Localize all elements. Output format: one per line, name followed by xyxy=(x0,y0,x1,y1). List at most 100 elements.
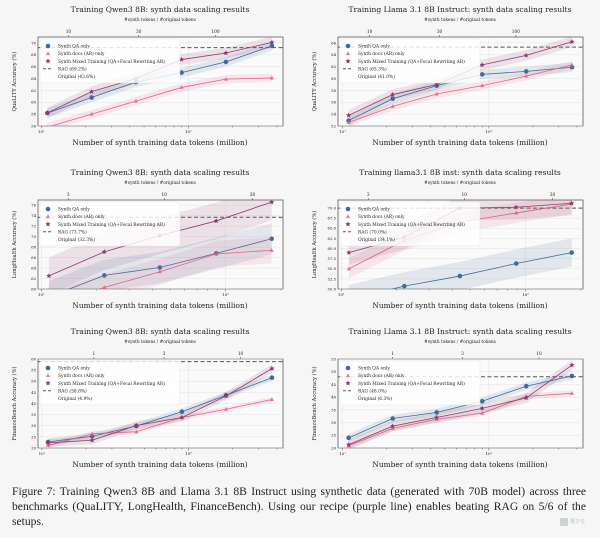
data-point-mixed xyxy=(390,423,396,429)
plot-content xyxy=(338,360,583,448)
top-tick-label: 10 xyxy=(367,30,373,35)
data-point-mixed xyxy=(179,414,185,420)
legend-label-docs: Synth docs (AR) only xyxy=(58,52,105,57)
legend-label-qa: Synth QA only xyxy=(58,208,90,213)
legend-label-mixed: Synth Mixed Training (QA+Focal Rewriting… xyxy=(58,223,165,228)
y-tick-label: 56 xyxy=(331,100,336,105)
y-tick-label: 35 xyxy=(31,412,36,417)
data-point-qa xyxy=(434,410,440,415)
legend-label-mixed: Synth Mixed Training (QA+Focal Rewriting… xyxy=(358,382,465,387)
legend-label-rag: RAG (58.8%) xyxy=(58,389,87,394)
legend-marker-qa xyxy=(345,365,351,371)
legend-marker-docs xyxy=(345,214,351,219)
top-tick-label: 3 xyxy=(367,193,370,198)
data-point-docs xyxy=(223,76,229,81)
legend-label-original: Original (43.6%) xyxy=(58,75,95,80)
top-axis-label: #synth tokens / #original tokens xyxy=(124,340,196,345)
data-point-mixed xyxy=(269,39,275,45)
legend: Synth QA only Synth docs (AR) only Synth M… xyxy=(339,38,481,84)
data-point-mixed xyxy=(89,437,95,443)
chart-title: Training Qwen3 8B: synth data scaling re… xyxy=(71,168,250,177)
y-tick-label: 68 xyxy=(31,52,36,57)
data-point-qa xyxy=(179,409,185,415)
legend-label-docs: Synth docs (AR) only xyxy=(58,215,105,220)
y-axis-label: FinanceBench Accuracy (%) xyxy=(11,366,18,440)
chart-qwen-quality: Training Qwen3 8B: synth data scaling re… xyxy=(0,0,300,160)
legend-marker-qa xyxy=(45,43,51,49)
top-tick-label: 10 xyxy=(238,352,244,357)
y-tick-label: 30 xyxy=(31,423,36,428)
data-point-docs xyxy=(157,269,162,274)
x-axis-label: Number of synth training data tokens (mi… xyxy=(72,301,247,310)
series-band-docs xyxy=(48,396,272,448)
top-tick-label: 100 xyxy=(211,30,219,35)
y-tick-label: 66 xyxy=(31,64,36,69)
data-point-mixed xyxy=(46,273,52,279)
legend-label-qa: Synth QA only xyxy=(358,208,390,213)
data-point-qa xyxy=(102,273,107,278)
y-tick-label: 70.0 xyxy=(328,205,337,210)
data-point-mixed xyxy=(523,52,529,58)
y-tick-label: 64 xyxy=(331,52,336,57)
data-point-mixed xyxy=(569,362,575,368)
top-tick-label: 3 xyxy=(67,193,70,198)
data-point-mixed xyxy=(346,441,352,447)
watermark-logo: 量子位 xyxy=(560,517,586,526)
y-tick-label: 62 xyxy=(331,64,336,69)
y-tick-label: 62 xyxy=(31,88,36,93)
data-point-docs xyxy=(45,443,51,448)
y-tick-label: 65.0 xyxy=(328,226,337,231)
y-tick-label: 40 xyxy=(331,395,336,400)
data-point-qa xyxy=(47,295,52,300)
y-tick-label: 58 xyxy=(331,88,336,93)
data-point-docs xyxy=(346,120,351,124)
data-point-docs xyxy=(179,85,184,89)
data-point-docs xyxy=(134,429,139,434)
y-tick-label: 20 xyxy=(331,445,336,450)
y-axis-label: LongHealth Accuracy (%) xyxy=(311,211,318,279)
y-tick-label: 60 xyxy=(31,286,36,291)
data-point-docs xyxy=(569,391,575,395)
y-tick-label: 45 xyxy=(31,390,36,395)
y-tick-label: 55 xyxy=(331,356,336,361)
top-axis-label: #synth tokens / #original tokens xyxy=(124,181,196,186)
top-tick-label: 30 xyxy=(250,193,256,198)
data-point-qa xyxy=(513,261,519,266)
x-tick-label: 10² xyxy=(185,451,192,456)
data-point-qa xyxy=(269,43,275,49)
legend-label-mixed: Synth Mixed Training (QA+Focal Rewriting… xyxy=(358,60,465,65)
series-line-qa xyxy=(348,375,573,439)
legend-label-qa: Synth QA only xyxy=(58,367,90,372)
series-line-docs xyxy=(348,392,573,447)
x-tick-label: 10² xyxy=(222,292,229,297)
data-point-mixed xyxy=(523,395,529,401)
legend-label-rag: RAG (69.2%) xyxy=(58,67,87,72)
x-tick-label: 10¹ xyxy=(339,129,346,134)
legend-box xyxy=(339,38,481,84)
data-point-docs xyxy=(269,75,275,80)
x-tick-label: 10¹ xyxy=(338,292,345,297)
y-tick-label: 52.5 xyxy=(328,276,337,281)
data-point-qa xyxy=(569,373,575,379)
legend-marker-docs xyxy=(45,51,51,56)
figure-caption: Figure 7: Training Qwen3 8B and Llama 3.… xyxy=(12,485,586,528)
data-point-mixed xyxy=(269,200,275,205)
data-point-mixed xyxy=(44,110,51,116)
y-tick-label: 35 xyxy=(331,407,336,412)
data-point-docs xyxy=(434,91,439,96)
data-point-mixed xyxy=(101,249,108,255)
legend-label-docs: Synth docs (AR) only xyxy=(358,374,405,379)
data-point-docs xyxy=(480,410,485,415)
data-point-mixed xyxy=(479,62,485,68)
y-tick-label: 60 xyxy=(331,76,336,81)
legend-label-qa: Synth QA only xyxy=(58,45,90,50)
legend-label-rag: RAG (73.7%) xyxy=(58,230,87,235)
data-point-mixed xyxy=(346,112,352,118)
top-axis-label: #synth tokens / #original tokens xyxy=(424,18,496,23)
data-point-docs xyxy=(47,302,51,306)
legend-marker-qa xyxy=(45,365,51,371)
legend-marker-docs xyxy=(345,373,351,378)
series-band-docs xyxy=(348,60,572,126)
legend-label-mixed: Synth Mixed Training (QA+Focal Rewriting… xyxy=(58,382,165,387)
legend-label-rag: RAG (65.3%) xyxy=(358,67,387,72)
